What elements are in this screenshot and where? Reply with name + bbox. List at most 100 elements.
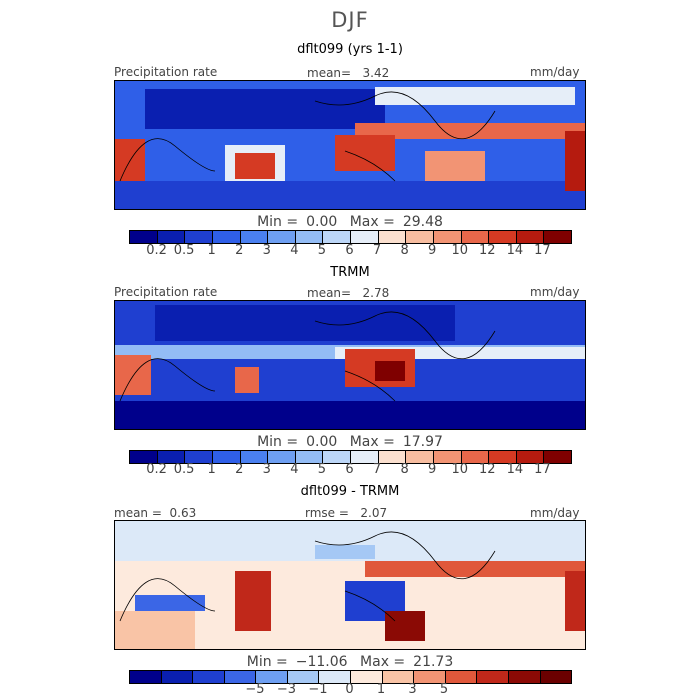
- colorbar-swatch: [319, 671, 352, 683]
- colorbar-swatch: [351, 671, 383, 683]
- panel-3-mean: mean = 0.63: [114, 506, 197, 520]
- colorbar-swatch: [544, 231, 571, 243]
- colorbar-swatch: [295, 451, 324, 463]
- colorbar-tick-label: 3: [408, 682, 417, 697]
- panel-2-colorbar-ticks: 0.2 0.5 1 2 3 4 5 6 7 8 9 10 12 14 17: [129, 462, 570, 478]
- panel-3-map: [114, 520, 586, 650]
- panel-1-minmax: Min = 0.00 Max = 29.48: [257, 214, 443, 230]
- panel-2-title: TRMM: [330, 265, 370, 280]
- colorbar-tick-label: 9: [428, 243, 437, 258]
- colorbar-tick-label: 10: [451, 243, 469, 258]
- colorbar-swatch: [256, 671, 288, 683]
- colorbar-tick-label: 3: [262, 462, 271, 477]
- colorbar-swatch: [212, 451, 241, 463]
- panel-1-colorbar-ticks: 0.2 0.5 1 2 3 4 5 6 7 8 9 10 12 14 17: [129, 243, 570, 259]
- colorbar-tick-label: 4: [290, 462, 299, 477]
- colorbar-swatch: [544, 451, 571, 463]
- colorbar-tick-label: 2: [235, 462, 244, 477]
- colorbar-swatch: [323, 231, 351, 243]
- panel-3-colorbar-ticks: −5 −3 −1 0 1 3 5: [129, 682, 570, 698]
- panel-3-units: mm/day: [530, 506, 580, 520]
- panel-3-rmse: rmse = 2.07: [305, 506, 388, 520]
- colorbar-tick-label: 2: [235, 243, 244, 258]
- panel-2-map-svg: [115, 301, 585, 429]
- panel-1-mean: mean= 3.42: [307, 66, 390, 80]
- colorbar-swatch: [130, 451, 158, 463]
- colorbar-swatch: [351, 231, 379, 243]
- panel-2-units: mm/day: [530, 285, 580, 299]
- colorbar-tick-label: 1: [207, 243, 216, 258]
- panel-1-title: dflt099 (yrs 1-1): [297, 42, 403, 57]
- season-title: DJF: [331, 8, 369, 32]
- colorbar-tick-label: 10: [451, 462, 469, 477]
- colorbar-tick-label: 6: [345, 243, 354, 258]
- colorbar-tick-label: 1: [207, 462, 216, 477]
- colorbar-tick-label: 7: [372, 462, 382, 477]
- panel-3-colorbar: [129, 670, 572, 684]
- colorbar-swatch: [268, 451, 296, 463]
- colorbar-swatch: [323, 451, 351, 463]
- colorbar-swatch: [161, 671, 194, 683]
- colorbar-swatch: [516, 451, 545, 463]
- colorbar-swatch: [516, 231, 545, 243]
- colorbar-swatch: [508, 671, 541, 683]
- colorbar-tick-label: 6: [345, 462, 354, 477]
- colorbar-tick-label: −5: [245, 682, 265, 697]
- colorbar-swatch: [378, 231, 407, 243]
- panel-2-map: [114, 300, 586, 430]
- colorbar-swatch: [378, 451, 407, 463]
- colorbar-swatch: [406, 231, 434, 243]
- colorbar-tick-label: 5: [317, 243, 327, 258]
- colorbar-swatch: [414, 671, 446, 683]
- colorbar-tick-label: 17: [534, 462, 551, 477]
- colorbar-tick-label: 12: [479, 243, 496, 258]
- colorbar-swatch: [130, 671, 162, 683]
- colorbar-swatch: [461, 451, 490, 463]
- colorbar-tick-label: 7: [372, 243, 382, 258]
- colorbar-swatch: [489, 451, 517, 463]
- panel-1-map-svg: [115, 81, 585, 209]
- colorbar-swatch: [240, 451, 269, 463]
- colorbar-tick-label: 1: [376, 682, 386, 697]
- colorbar-swatch: [295, 231, 324, 243]
- colorbar-swatch: [157, 231, 186, 243]
- panel-3-title: dflt099 - TRMM: [300, 484, 400, 499]
- colorbar-swatch: [406, 451, 434, 463]
- panel-1-colorbar: [129, 230, 572, 244]
- colorbar-tick-label: 8: [400, 462, 409, 477]
- colorbar-swatch: [445, 671, 478, 683]
- colorbar-swatch: [489, 231, 517, 243]
- colorbar-swatch: [240, 231, 269, 243]
- colorbar-swatch: [433, 451, 462, 463]
- colorbar-tick-label: 5: [317, 462, 327, 477]
- panel-1-field-label: Precipitation rate: [114, 65, 218, 79]
- colorbar-tick-label: 9: [428, 462, 437, 477]
- colorbar-tick-label: 5: [439, 682, 449, 697]
- colorbar-tick-label: 17: [534, 243, 551, 258]
- colorbar-tick-label: −3: [276, 682, 297, 697]
- colorbar-tick-label: 14: [506, 243, 524, 258]
- colorbar-tick-label: 0.5: [173, 462, 195, 477]
- colorbar-swatch: [461, 231, 490, 243]
- panel-2-mean: mean= 2.78: [307, 286, 390, 300]
- colorbar-tick-label: 4: [290, 243, 299, 258]
- colorbar-swatch: [382, 671, 415, 683]
- colorbar-tick-label: 12: [479, 462, 496, 477]
- colorbar-tick-label: 14: [506, 462, 524, 477]
- panel-1-map: [114, 80, 586, 210]
- colorbar-swatch: [157, 451, 186, 463]
- colorbar-swatch: [185, 451, 213, 463]
- colorbar-swatch: [130, 231, 158, 243]
- panel-2-minmax: Min = 0.00 Max = 17.97: [257, 434, 443, 450]
- panel-3-map-svg: [115, 521, 585, 649]
- colorbar-swatch: [212, 231, 241, 243]
- panel-3-minmax: Min = −11.06 Max = 21.73: [246, 654, 454, 670]
- colorbar-swatch: [268, 231, 296, 243]
- colorbar-swatch: [193, 671, 225, 683]
- colorbar-swatch: [185, 231, 213, 243]
- colorbar-tick-label: 8: [400, 243, 409, 258]
- colorbar-swatch: [224, 671, 257, 683]
- colorbar-swatch: [433, 231, 462, 243]
- panel-2-colorbar: [129, 450, 572, 464]
- colorbar-tick-label: 0.2: [146, 243, 167, 258]
